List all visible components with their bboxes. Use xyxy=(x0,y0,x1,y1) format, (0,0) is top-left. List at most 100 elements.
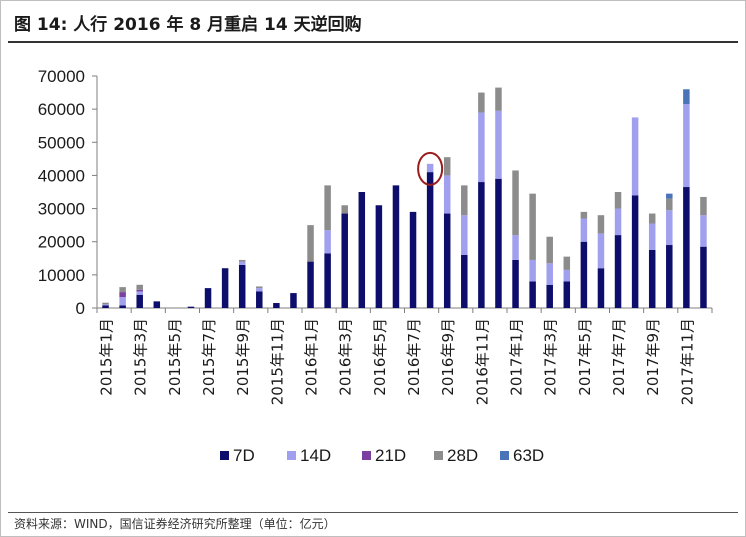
bar-segment-14d xyxy=(461,215,468,255)
y-tick-label: 10000 xyxy=(38,266,85,285)
x-tick-label: 2015年5月 xyxy=(166,318,184,396)
bar-segment-28d xyxy=(563,256,571,270)
bar-segment-28d xyxy=(136,284,143,290)
bar-segment-28d xyxy=(256,286,263,289)
stacked-bar-chart: 0 10000 20000 30000 40000 50000 60000 70000 201… xyxy=(38,67,713,465)
x-tick-label: 2017年9月 xyxy=(644,318,662,396)
bar-segment-7d xyxy=(119,305,126,308)
x-tick-label: 2016年7月 xyxy=(405,318,423,396)
bar-segment-7d xyxy=(307,261,314,308)
bar-segment-14d xyxy=(529,259,536,282)
bar-segment-14d xyxy=(597,233,605,269)
x-tick-label: 2016年1月 xyxy=(303,318,321,396)
x-tick-label: 2017年11月 xyxy=(678,318,696,405)
bar-segment-14d xyxy=(256,288,263,292)
y-tick-label: 50000 xyxy=(38,133,85,152)
y-tick-label: 70000 xyxy=(38,67,85,86)
bar-segment-14d xyxy=(324,230,331,254)
source-divider xyxy=(8,512,738,513)
y-tick-label: 40000 xyxy=(38,166,85,185)
figure-title: 图 14: 人行 2016 年 8 月重启 14 天逆回购 xyxy=(14,15,362,35)
bar-segment-7d xyxy=(187,306,195,308)
bar-segment-14d xyxy=(546,263,553,285)
bar-segment-28d xyxy=(443,157,451,176)
bar-segment-28d xyxy=(614,192,622,209)
bar-segment-28d xyxy=(461,185,468,216)
bar-segment-14d xyxy=(426,163,434,173)
legend-label: 28D xyxy=(447,446,478,465)
bar-segment-28d xyxy=(546,236,553,264)
x-tick-label: 2015年9月 xyxy=(234,318,252,396)
y-tick-label: 60000 xyxy=(38,100,85,119)
bar-segment-14d xyxy=(648,223,656,250)
bar-segment-7d xyxy=(102,305,109,308)
x-tick-label: 2016年9月 xyxy=(439,318,457,396)
bar-segment-7d xyxy=(358,192,366,308)
y-tick-label: 20000 xyxy=(38,233,85,252)
x-tick-label: 2015年1月 xyxy=(98,318,116,396)
y-tick-label: 0 xyxy=(76,299,85,318)
legend-swatch-63d xyxy=(500,451,509,460)
bar-segment-7d xyxy=(290,293,297,308)
bar-segment-14d xyxy=(666,210,673,246)
bar-segment-28d xyxy=(341,205,348,214)
bar-segment-28d xyxy=(102,302,109,305)
bar-segment-7d xyxy=(341,213,348,308)
x-tick-label: 2016年3月 xyxy=(337,318,355,396)
legend-swatch-14d xyxy=(287,451,296,460)
x-axis: 2015年1月 2015年3月 2015年5月 2015年7月 2015年9月 2015年… xyxy=(96,307,713,405)
bar-segment-7d xyxy=(563,281,571,308)
bar-segment-28d xyxy=(478,92,485,113)
bar-segment-28d xyxy=(666,198,673,211)
title-divider xyxy=(8,41,738,43)
annotation xyxy=(417,151,444,186)
x-tick-label: 2015年11月 xyxy=(268,318,286,405)
x-tick-label: 2015年7月 xyxy=(200,318,218,396)
legend-label: 14D xyxy=(300,446,331,465)
x-tick-label: 2015年3月 xyxy=(132,318,150,396)
bar-segment-14d xyxy=(580,218,588,242)
y-axis: 0 10000 20000 30000 40000 50000 60000 70000 xyxy=(38,67,98,318)
bar-segment-7d xyxy=(597,268,605,308)
bar-segment-7d xyxy=(204,288,212,308)
bar-segment-28d xyxy=(529,193,536,260)
bar-segment-7d xyxy=(529,281,536,308)
bar-segment-14d xyxy=(563,269,571,282)
bar-segment-7d xyxy=(375,205,383,308)
bar-segment-7d xyxy=(700,246,707,308)
bar-segment-28d xyxy=(512,170,519,236)
bar-segment-7d xyxy=(512,259,519,308)
bar-segment-7d xyxy=(666,245,673,308)
bar-segment-28d xyxy=(324,185,331,231)
bar-segment-14d xyxy=(683,104,690,188)
bar-segment-21d xyxy=(136,289,143,292)
bar-segment-7d xyxy=(648,250,656,308)
bar-segment-14d xyxy=(614,208,622,236)
bar-segment-7d xyxy=(614,235,622,308)
bar-segment-14d xyxy=(512,235,519,260)
bar-segment-63d xyxy=(683,89,690,105)
bar-segment-14d xyxy=(136,291,143,295)
x-tick-label: 2017年7月 xyxy=(610,318,628,396)
bar-segment-28d xyxy=(648,213,656,224)
bar-segment-28d xyxy=(307,225,314,262)
bar-segment-14d xyxy=(631,117,639,196)
bar-segment-7d xyxy=(238,264,246,308)
x-tick-label: 2016年5月 xyxy=(371,318,389,396)
legend-label: 21D xyxy=(375,446,406,465)
bar-segment-7d xyxy=(153,301,161,308)
bar-segment-7d xyxy=(273,303,280,308)
bar-segment-28d xyxy=(597,215,605,234)
bar-segment-14d xyxy=(495,110,502,179)
bar-segment-21d xyxy=(119,292,126,298)
bar-segment-14d xyxy=(119,297,126,306)
bar-segment-7d xyxy=(478,182,485,308)
legend-label: 7D xyxy=(233,446,255,465)
y-tick-label: 30000 xyxy=(38,200,85,219)
bar-segment-14d xyxy=(700,215,707,247)
legend-swatch-7d xyxy=(220,451,229,460)
bar-segment-7d xyxy=(443,213,451,308)
bar-segment-28d xyxy=(495,87,502,111)
bar-segment-7d xyxy=(324,253,331,308)
bar-segment-14d xyxy=(443,175,451,214)
